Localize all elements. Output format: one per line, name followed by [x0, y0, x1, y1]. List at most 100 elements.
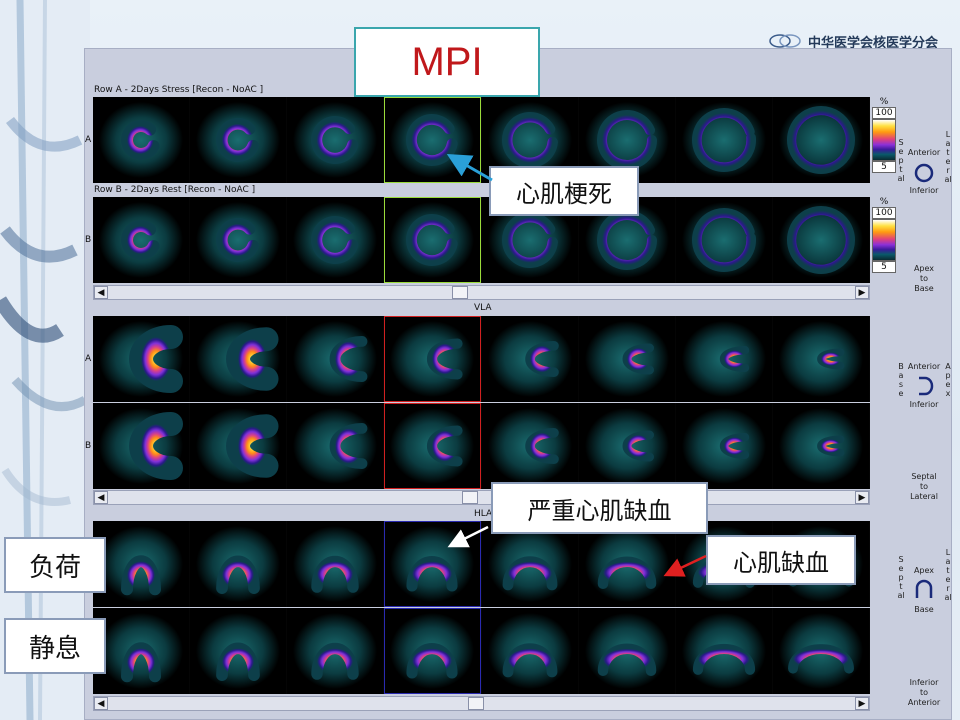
hla-scrollbar[interactable]: ◀ ▶: [93, 696, 870, 711]
slice-image[interactable]: [676, 316, 773, 402]
vla-row-letter-a: A: [85, 354, 92, 364]
slice-image[interactable]: [93, 97, 191, 183]
slice-image[interactable]: [93, 197, 191, 283]
slice-image[interactable]: [384, 97, 482, 183]
colorbar-stress: % 100 5: [872, 97, 896, 173]
slice-image[interactable]: [190, 521, 288, 607]
callout-ischemia: 心肌缺血: [706, 535, 856, 585]
hla-lateral-label: Lateral: [944, 548, 952, 602]
hla-apex-label: Apex: [913, 566, 935, 575]
slice-image[interactable]: [676, 403, 773, 489]
scroll-left-button[interactable]: ◀: [94, 697, 108, 710]
colorbar-gradient: [872, 119, 896, 161]
slice-image[interactable]: [287, 197, 385, 283]
vla-anterior-label: Anterior: [907, 362, 941, 371]
sa-anterior-label: Anterior: [907, 148, 941, 157]
vla-label: VLA: [474, 303, 492, 313]
vla-apex-label: Apex: [945, 362, 951, 398]
slice-image[interactable]: [773, 403, 870, 489]
side-label-stress: 负荷: [4, 537, 106, 593]
slice-image[interactable]: [93, 521, 191, 607]
sa-septal-label: Septal: [897, 138, 905, 183]
slice-image[interactable]: [190, 97, 288, 183]
slice-image[interactable]: [482, 97, 579, 183]
slice-image[interactable]: [579, 316, 676, 402]
society-name: 中华医学会核医学分会: [808, 35, 939, 51]
slice-image[interactable]: [287, 316, 385, 402]
slice-image[interactable]: [676, 97, 773, 183]
scroll-thumb[interactable]: [468, 697, 484, 710]
sa-orientation-ring-icon: [914, 163, 934, 183]
slice-image[interactable]: [482, 521, 579, 607]
colorbar-gradient: [872, 219, 896, 261]
scroll-right-button[interactable]: ▶: [855, 697, 869, 710]
slice-image[interactable]: [384, 197, 482, 283]
slice-image[interactable]: [482, 316, 579, 402]
sa-rest-strip: [93, 197, 870, 283]
slice-image[interactable]: [287, 608, 385, 694]
page-title: MPI: [354, 27, 540, 97]
bamboo-decoration: [0, 0, 90, 720]
slice-image[interactable]: [384, 403, 482, 489]
slice-image[interactable]: [579, 197, 676, 283]
scroll-right-button[interactable]: ▶: [855, 491, 869, 504]
slice-image[interactable]: [384, 521, 482, 607]
slice-image[interactable]: [482, 403, 579, 489]
scroll-thumb[interactable]: [452, 286, 468, 299]
society-logo-icon: [769, 34, 801, 48]
vla-row-letter-b: B: [85, 441, 92, 451]
slice-image[interactable]: [676, 197, 773, 283]
slice-image[interactable]: [190, 403, 288, 489]
hla-base-label: Base: [914, 605, 934, 614]
vla-base-label: Base: [898, 362, 904, 398]
vla-inferior-label: Inferior: [909, 400, 939, 409]
colorbar-max: 100: [872, 107, 896, 119]
hla-label: HLA: [474, 509, 493, 519]
slice-image[interactable]: [773, 316, 870, 402]
slice-image[interactable]: [93, 608, 191, 694]
hla-inferior-to-anterior-label: Inferior to Anterior: [907, 678, 941, 707]
scroll-thumb[interactable]: [462, 491, 478, 504]
row-b-caption: Row B - 2Days Rest [Recon - NoAC ]: [94, 185, 256, 195]
slice-image[interactable]: [676, 608, 773, 694]
scroll-right-button[interactable]: ▶: [855, 286, 869, 299]
callout-severe-ischemia: 严重心肌缺血: [491, 482, 708, 534]
scroll-left-button[interactable]: ◀: [94, 286, 108, 299]
slice-image[interactable]: [384, 608, 482, 694]
slice-image[interactable]: [773, 197, 870, 283]
slice-image[interactable]: [482, 197, 579, 283]
slice-image[interactable]: [384, 316, 482, 402]
slice-image[interactable]: [287, 97, 385, 183]
vla-rest-strip: [93, 403, 870, 489]
colorbar-min: 5: [872, 161, 896, 173]
vla-septal-to-lateral-label: Septal to Lateral: [910, 472, 938, 501]
colorbar-unit: %: [879, 97, 889, 107]
slice-image[interactable]: [287, 521, 385, 607]
vla-orientation-icon: [919, 376, 934, 396]
slice-image[interactable]: [190, 316, 288, 402]
hla-rest-strip: [93, 608, 870, 694]
slice-image[interactable]: [482, 608, 579, 694]
slice-image[interactable]: [93, 403, 191, 489]
society-header: 中华医学会核医学分会: [768, 30, 938, 52]
slice-image[interactable]: [190, 197, 288, 283]
sa-lateral-label: Lateral: [944, 130, 952, 184]
slice-image[interactable]: [287, 403, 385, 489]
sa-scrollbar[interactable]: ◀ ▶: [93, 285, 870, 300]
colorbar-unit: %: [879, 197, 889, 207]
sa-apex-to-base-label: Apex to Base: [913, 264, 935, 293]
sa-stress-strip: [93, 97, 870, 183]
sa-inferior-label: Inferior: [909, 186, 939, 195]
colorbar-max: 100: [872, 207, 896, 219]
slice-image[interactable]: [773, 608, 870, 694]
side-label-rest: 静息: [4, 618, 106, 674]
colorbar-rest: % 100 5: [872, 197, 896, 273]
slice-image[interactable]: [579, 403, 676, 489]
slice-image[interactable]: [93, 316, 191, 402]
slice-image[interactable]: [190, 608, 288, 694]
scroll-left-button[interactable]: ◀: [94, 491, 108, 504]
slice-image[interactable]: [773, 97, 870, 183]
slice-image[interactable]: [579, 97, 676, 183]
vla-scrollbar[interactable]: ◀ ▶: [93, 490, 870, 505]
slice-image[interactable]: [579, 608, 676, 694]
